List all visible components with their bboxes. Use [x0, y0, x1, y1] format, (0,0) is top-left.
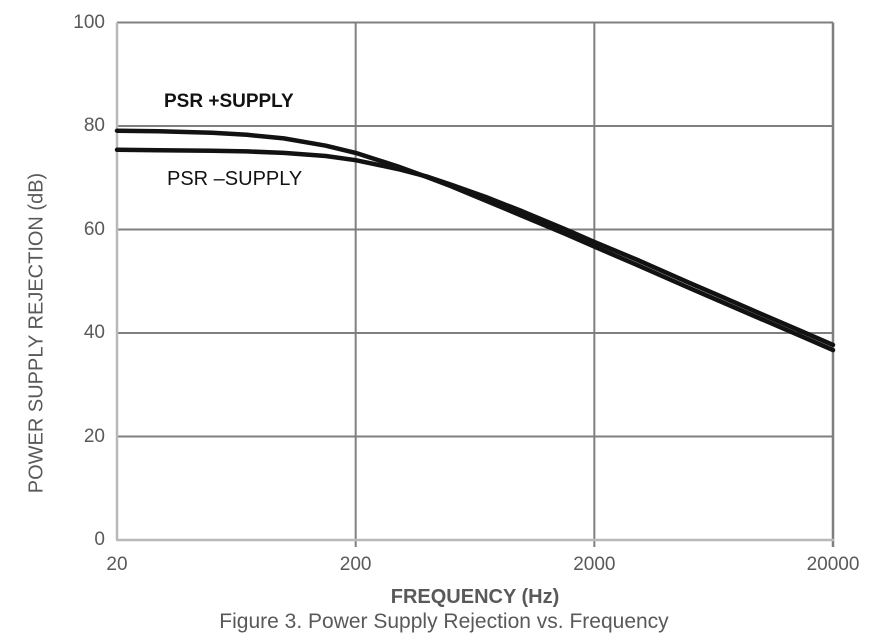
- y-tick-label-60: 60: [83, 218, 105, 240]
- curve-label-psr-plus-supply: PSR +SUPPLY: [164, 91, 294, 112]
- gridlines: [117, 21, 835, 547]
- curve-psr-plus-supply: [114, 128, 836, 353]
- x-tick-label-20: 20: [106, 554, 128, 575]
- y-axis-title: POWER SUPPLY REJECTION (dB): [25, 172, 48, 494]
- curve-psr-minus-supply: [114, 147, 836, 348]
- y-tick-label-20: 20: [83, 425, 105, 447]
- figure-caption: Figure 3. Power Supply Rejection vs. Fre…: [219, 610, 669, 633]
- x-tick-label-20000: 20000: [806, 554, 860, 575]
- axes: [115, 22, 834, 542]
- x-tick-label-200: 200: [339, 554, 372, 575]
- x-axis-title: FREQUENCY (Hz): [390, 586, 560, 608]
- y-tick-label-40: 40: [83, 322, 105, 343]
- y-tick-label-100: 100: [73, 11, 105, 33]
- y-tick-label-80: 80: [83, 115, 105, 136]
- x-tick-label-2000: 2000: [573, 554, 616, 575]
- psr-curves: [114, 128, 836, 353]
- curve-label-psr-minus-supply: PSR –SUPPLY: [167, 168, 303, 190]
- y-tick-label-0: 0: [94, 529, 105, 550]
